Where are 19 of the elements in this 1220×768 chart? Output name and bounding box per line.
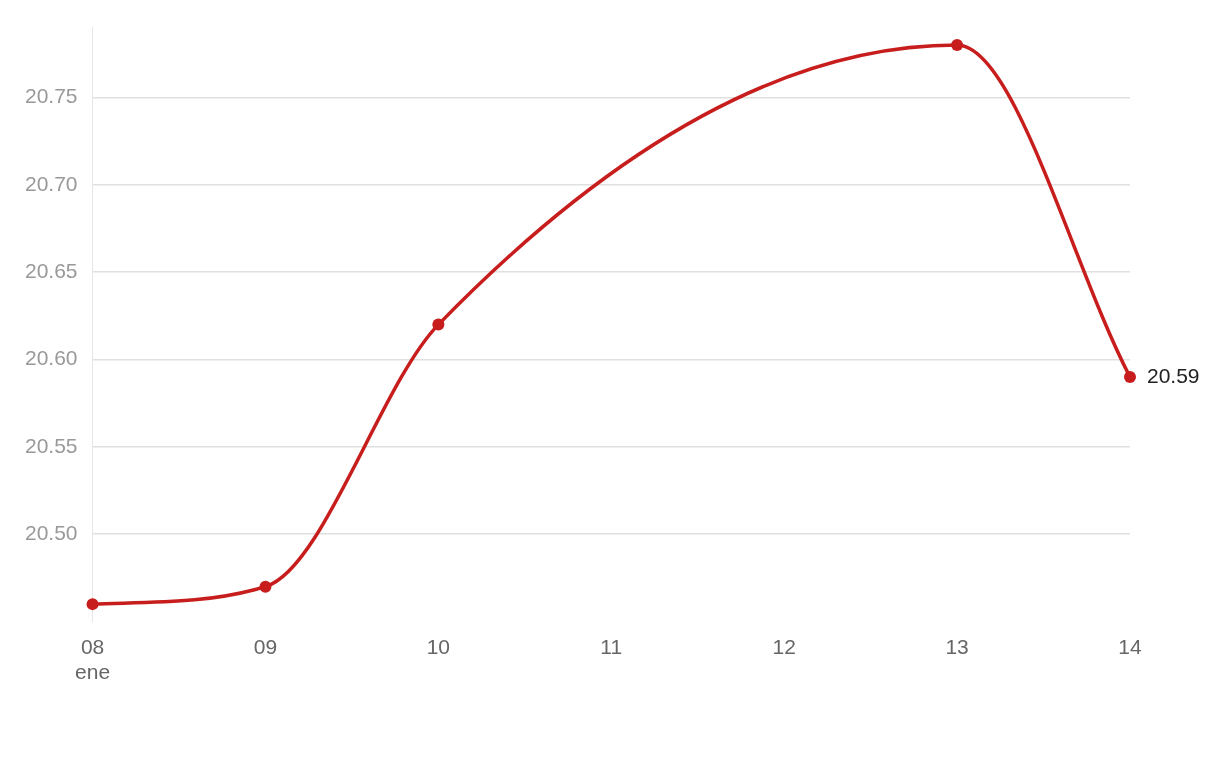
x-tick-label: 14 <box>1118 635 1142 658</box>
x-tick-label: 08 ene <box>75 635 111 684</box>
y-tick-label: 20.60 <box>24 346 78 370</box>
x-tick-label: 12 <box>772 635 796 658</box>
point <box>432 318 445 331</box>
data-label: 20.59 <box>1147 363 1200 387</box>
x-tick-label: 13 <box>945 635 969 658</box>
x-tick-label: 11 <box>600 635 623 658</box>
x-tick-label: 09 <box>253 635 278 658</box>
y-tick-label: 20.55 <box>24 433 78 457</box>
y-tick-label: 20.75 <box>24 84 78 108</box>
point <box>86 598 99 611</box>
y-tick-label: 20.70 <box>24 171 78 195</box>
point <box>1124 371 1136 384</box>
point <box>259 580 272 593</box>
x-tick-label: 10 <box>426 635 451 658</box>
point <box>951 39 964 52</box>
y-tick-label: 20.65 <box>24 258 78 282</box>
y-tick-label: 20.50 <box>24 521 78 545</box>
